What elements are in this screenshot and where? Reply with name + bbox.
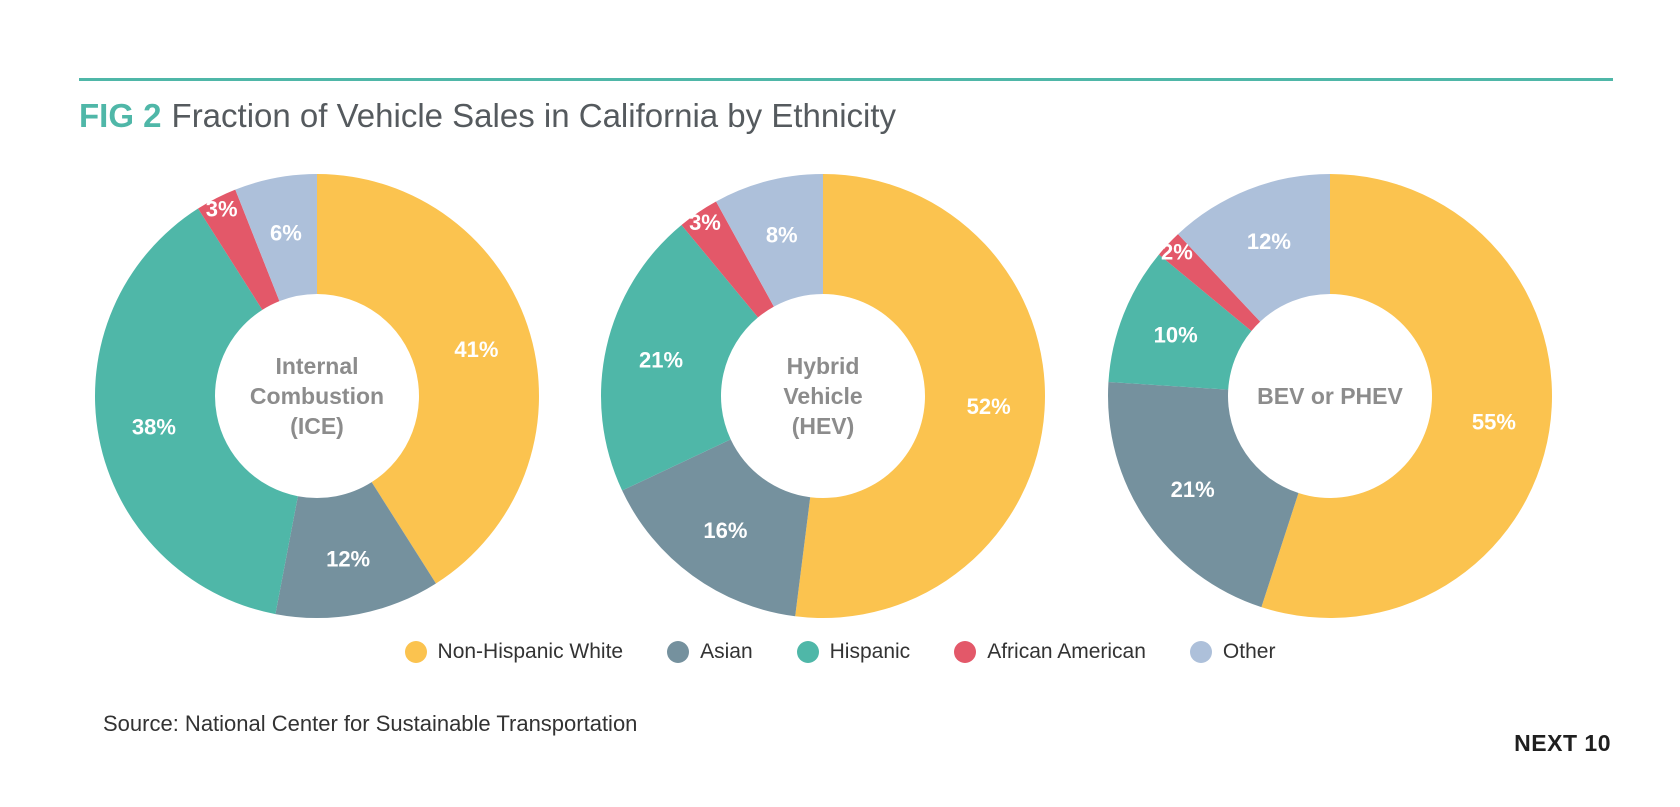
donut-chart: 41% 12% 38% 3% 6% Internal Combustion (ICE) bbox=[94, 174, 540, 618]
slice-value-label: 16% bbox=[703, 518, 747, 543]
legend-item: Non-Hispanic White bbox=[404, 640, 624, 664]
donut-slice bbox=[1108, 254, 1252, 390]
donut-center-label: Vehicle bbox=[783, 383, 862, 409]
brand-logo: NEXT 10 bbox=[1514, 730, 1611, 756]
figure-number: FIG 2 bbox=[79, 97, 162, 134]
slice-value-label: 12% bbox=[326, 547, 370, 572]
slice-value-label: 41% bbox=[454, 337, 498, 362]
legend-swatch bbox=[954, 641, 977, 663]
donut-slice bbox=[1178, 174, 1330, 322]
donut-center-label: (HEV) bbox=[792, 413, 855, 439]
donut-center-label: BEV or PHEV bbox=[1257, 383, 1403, 409]
donut-slice bbox=[1108, 382, 1299, 608]
donut-slice bbox=[1261, 174, 1553, 618]
figure-title-text: Fraction of Vehicle Sales in California … bbox=[171, 97, 897, 134]
source-note: Source: National Center for Sustainable … bbox=[103, 711, 638, 736]
slice-value-label: 6% bbox=[270, 220, 302, 245]
donut-slice bbox=[716, 174, 823, 307]
slice-value-label: 8% bbox=[766, 223, 798, 248]
donut-slice bbox=[795, 174, 1045, 618]
legend-item: Other bbox=[1189, 640, 1276, 664]
donut-slice bbox=[94, 208, 298, 615]
slice-value-label: 38% bbox=[132, 415, 176, 440]
legend-label: African American bbox=[987, 640, 1146, 663]
slice-value-label: 12% bbox=[1247, 229, 1291, 254]
legend-swatch bbox=[796, 641, 819, 663]
chart-legend: Non-Hispanic White Asian Hispanic African A… bbox=[0, 640, 1680, 664]
slice-value-label: 21% bbox=[639, 347, 683, 372]
slice-value-label: 55% bbox=[1472, 409, 1516, 434]
donut-slice bbox=[622, 439, 811, 617]
donut-chart: 52% 16% 21% 3% 8% Hybrid Vehicle (HEV) bbox=[601, 174, 1045, 618]
donut-center-label: (ICE) bbox=[290, 413, 344, 439]
donut-slice bbox=[681, 201, 774, 318]
donut-slice bbox=[275, 482, 436, 618]
slice-value-label: 52% bbox=[967, 394, 1011, 419]
donut-center-label: Hybrid bbox=[787, 353, 860, 379]
donut-center-label: Internal bbox=[275, 353, 358, 379]
donut-slice bbox=[1158, 234, 1261, 331]
donut-center-label: Combustion bbox=[250, 383, 384, 409]
slice-value-label: 3% bbox=[206, 196, 238, 221]
donut-chart: 55%21%10%2% 12%BEV or PHEV bbox=[1108, 174, 1553, 618]
legend-label: Non-Hispanic White bbox=[437, 640, 624, 663]
donut-slice bbox=[601, 224, 758, 491]
legend-swatch bbox=[667, 641, 690, 663]
header-rule bbox=[79, 78, 1613, 81]
legend-label: Asian bbox=[700, 640, 753, 663]
donut-slice bbox=[317, 174, 540, 584]
donut-slice bbox=[198, 189, 280, 310]
legend-item: Hispanic bbox=[796, 640, 911, 664]
legend-label: Other bbox=[1222, 640, 1276, 663]
slice-value-label: 3% bbox=[689, 210, 721, 235]
legend-label: Hispanic bbox=[829, 640, 911, 663]
legend-swatch bbox=[404, 641, 427, 663]
donut-slice bbox=[235, 174, 317, 302]
legend-item: African American bbox=[954, 640, 1146, 664]
figure-title: FIG 2 Fraction of Vehicle Sales in Califo… bbox=[79, 97, 896, 135]
legend-item: Asian bbox=[667, 640, 753, 664]
slice-value-label: 21% bbox=[1171, 477, 1215, 502]
slice-value-label: 10% bbox=[1154, 322, 1198, 347]
legend-swatch bbox=[1189, 641, 1212, 663]
